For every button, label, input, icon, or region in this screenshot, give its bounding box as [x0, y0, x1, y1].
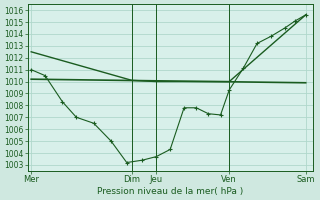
- X-axis label: Pression niveau de la mer( hPa ): Pression niveau de la mer( hPa ): [97, 187, 243, 196]
